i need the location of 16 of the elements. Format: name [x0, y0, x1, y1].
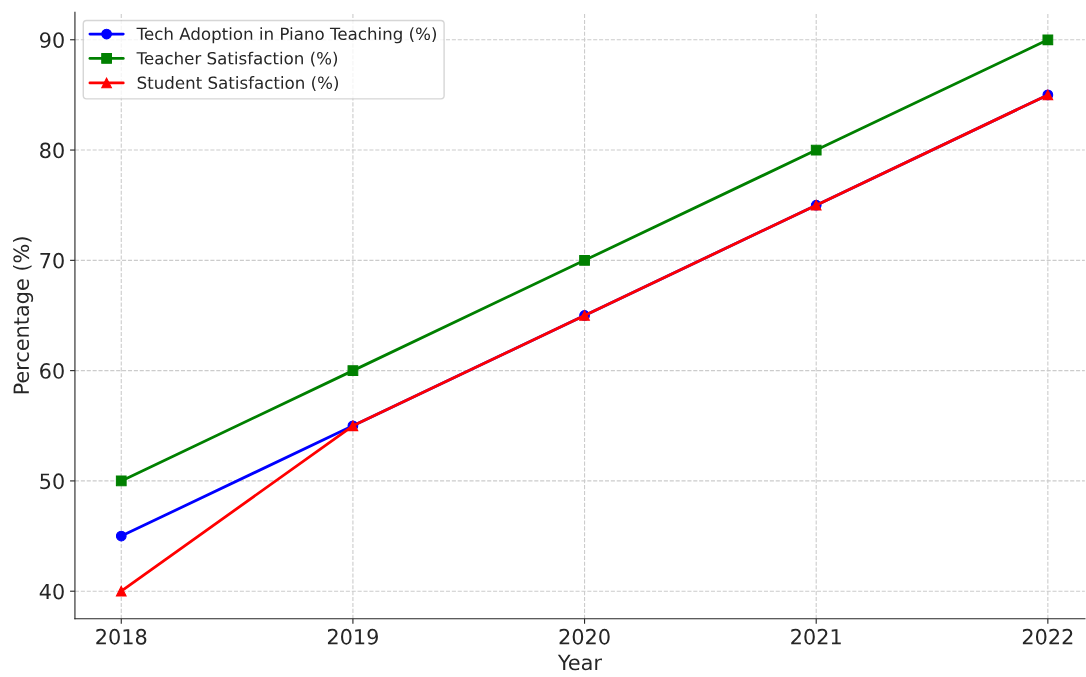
x-tick-label: 2022	[1022, 628, 1073, 645]
legend-label: Student Satisfaction (%)	[137, 76, 339, 91]
legend-label: Teacher Satisfaction (%)	[136, 51, 338, 67]
y-axis-title: Percentage (%)	[13, 237, 34, 394]
x-axis-title: Year	[557, 654, 602, 671]
y-tick-label: 80	[40, 142, 64, 159]
x-tick-label: 2019	[327, 628, 378, 645]
y-tick-label: 60	[40, 363, 64, 379]
x-tick-label: 2020	[559, 628, 610, 645]
legend-label: Tech Adoption in Piano Teaching (%)	[136, 27, 437, 44]
x-tick-label: 2021	[791, 628, 841, 645]
y-tick-label: 90	[40, 32, 64, 48]
x-tick-label: 2018	[96, 628, 147, 645]
y-tick-label: 50	[40, 473, 64, 490]
y-tick-label: 40	[39, 583, 64, 600]
y-tick-label: 70	[40, 252, 64, 269]
